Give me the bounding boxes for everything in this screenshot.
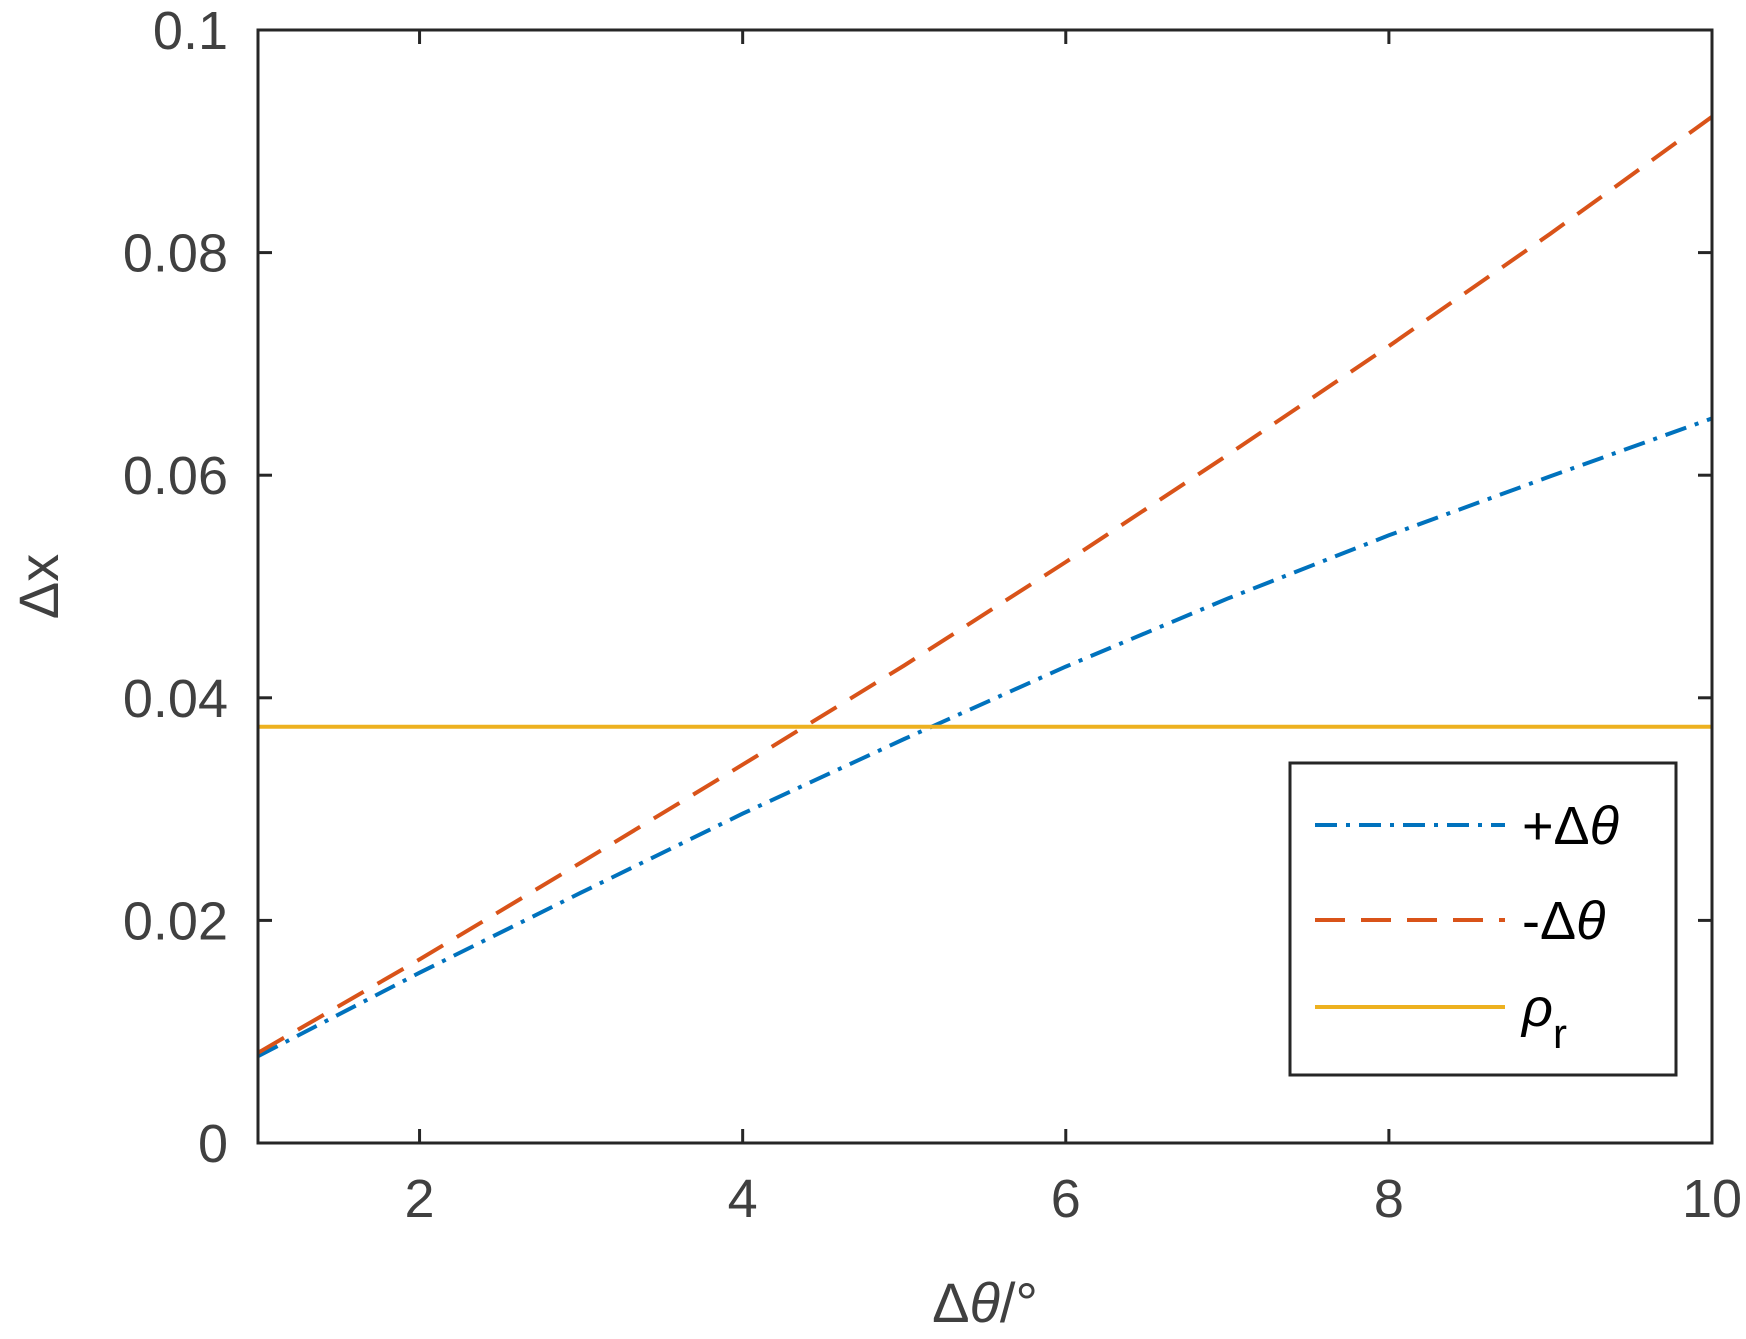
series-line-1: [256, 115, 1714, 1055]
x-axis-label-theta: θ: [970, 1271, 1000, 1334]
y-tick-label: 0: [198, 1114, 228, 1174]
x-axis-label: Δθ/°: [932, 1271, 1038, 1334]
plot-area-frame: [256, 28, 1714, 1145]
x-tick-label: 2: [405, 1169, 435, 1229]
data-series: [256, 115, 1714, 1058]
y-tick-label: 0.02: [123, 891, 228, 951]
axis-tick-labels: 2 4 6 8 10 0 0.02 0.04 0.06 0.08 0.1: [123, 1, 1742, 1229]
x-tick-label: 4: [728, 1169, 758, 1229]
y-axis-label: Δx: [7, 554, 70, 619]
legend-label-1: -Δθ: [1522, 891, 1605, 951]
legend-label-part: -Δ: [1522, 891, 1576, 951]
y-tick-label: 0.08: [123, 224, 228, 284]
legend-label-theta: θ: [1590, 796, 1619, 856]
legend-label-theta: θ: [1576, 891, 1605, 951]
x-axis-label-delta: Δ: [932, 1271, 969, 1334]
series-line-0: [257, 416, 1713, 1058]
x-tick-label: 6: [1051, 1169, 1081, 1229]
legend-label-subscript: r: [1553, 1010, 1567, 1057]
x-axis-label-unit: /°: [1000, 1271, 1038, 1334]
x-tick-label: 8: [1374, 1169, 1404, 1229]
y-tick-label: 0.06: [123, 446, 228, 506]
y-tick-label: 0.1: [153, 1, 228, 61]
legend-label-rho: ρ: [1520, 978, 1553, 1038]
x-tick-label: 10: [1682, 1169, 1742, 1229]
legend-label-part: +Δ: [1522, 796, 1590, 856]
y-tick-label: 0.04: [123, 669, 228, 729]
legend-label-2: ρr: [1520, 978, 1567, 1057]
legend-label-0: +Δθ: [1522, 796, 1619, 856]
